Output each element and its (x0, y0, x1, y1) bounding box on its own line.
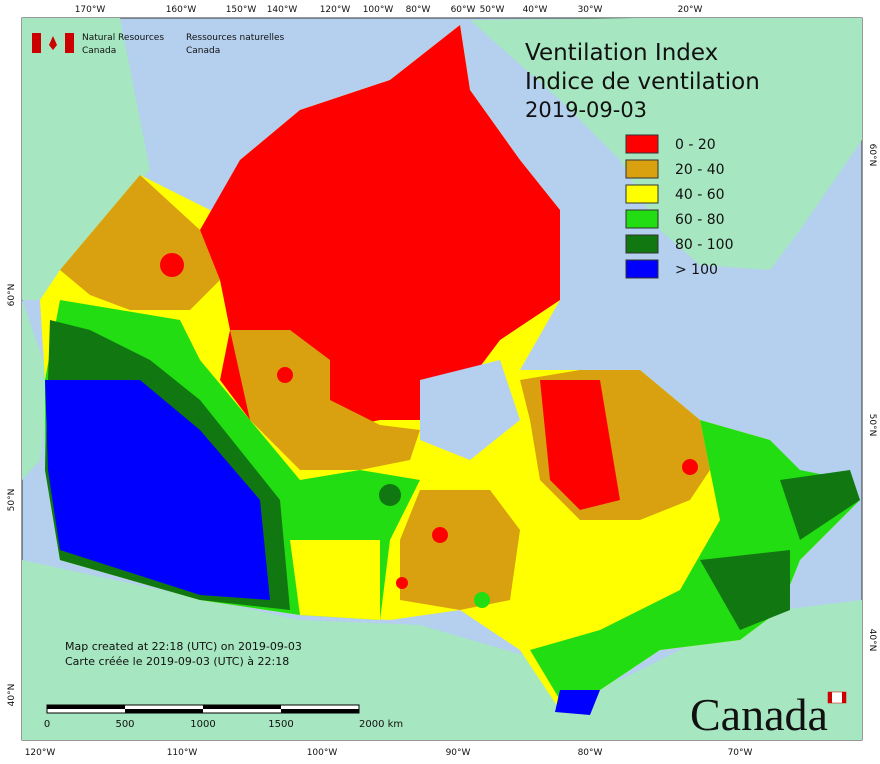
scale-label: 500 (115, 719, 134, 730)
legend-swatch (625, 184, 659, 204)
agency-header: Natural Resources Canada Ressources natu… (32, 33, 285, 56)
title: Ventilation Index (525, 40, 718, 66)
longitude-label: 60°W (451, 5, 476, 15)
latitude-label: 60°N (867, 144, 877, 167)
scale-label: 1500 (268, 719, 293, 730)
department-en: Canada (82, 46, 116, 56)
longitude-label: 80°W (406, 5, 431, 15)
wordmark-flag (827, 691, 847, 704)
longitude-label: 30°W (578, 5, 603, 15)
legend-label: 80 - 100 (675, 237, 734, 253)
created-note: Carte créée le 2019-09-03 (UTC) à 22:18 (65, 655, 289, 668)
scale-bar: 0 500 1000 1500 2000 km (44, 704, 403, 730)
longitude-label: 120°W (25, 748, 56, 758)
longitude-label: 110°W (167, 748, 198, 758)
date: 2019-09-03 (525, 98, 647, 122)
longitude-label: 150°W (226, 5, 257, 15)
latitude-label: 50°N (7, 489, 17, 512)
latitude-label: 50°N (867, 414, 877, 437)
legend-label: > 100 (675, 262, 718, 278)
flag-bar (65, 33, 74, 53)
legend-label: 40 - 60 (675, 187, 725, 203)
legend-label: 20 - 40 (675, 162, 725, 178)
flag-leaf (49, 36, 57, 50)
graticule-labels: 170°W 160°W 150°W 140°W 120°W 100°W 80°W 60°W 50… (7, 5, 877, 758)
longitude-label: 140°W (267, 5, 298, 15)
flag-bar (32, 33, 41, 53)
legend-swatch (625, 259, 659, 279)
created-note: Map created at 22:18 (UTC) on 2019-09-03 (65, 640, 302, 653)
department-en: Natural Resources (82, 33, 164, 43)
basemap (22, 18, 862, 740)
wordmark: Canada (690, 689, 828, 740)
longitude-label: 160°W (166, 5, 197, 15)
longitude-label: 20°W (678, 5, 703, 15)
longitude-label: 40°W (523, 5, 548, 15)
longitude-label: 50°W (480, 5, 505, 15)
longitude-label: 80°W (578, 748, 603, 758)
longitude-label: 100°W (307, 748, 338, 758)
legend-swatch (625, 209, 659, 229)
legend-swatch (625, 234, 659, 254)
longitude-label: 90°W (446, 748, 471, 758)
longitude-label: 100°W (363, 5, 394, 15)
title: Indice de ventilation (525, 69, 760, 95)
latitude-label: 40°N (7, 684, 17, 707)
department-fr: Canada (186, 46, 220, 56)
latitude-label: 60°N (7, 284, 17, 307)
latitude-label: 40°N (867, 629, 877, 652)
scale-label: 0 (44, 719, 50, 730)
legend-label: 0 - 20 (675, 137, 716, 153)
department-fr: Ressources naturelles (186, 33, 285, 43)
legend: 0 - 20 20 - 40 40 - 60 60 - 80 80 - 100 > 100 (625, 134, 734, 279)
scale-label: 1000 (190, 719, 215, 730)
legend-swatch (625, 134, 659, 154)
longitude-label: 120°W (320, 5, 351, 15)
longitude-label: 70°W (728, 748, 753, 758)
longitude-label: 170°W (75, 5, 106, 15)
legend-label: 60 - 80 (675, 212, 725, 228)
scale-label: 2000 km (359, 719, 403, 730)
legend-swatch (625, 159, 659, 179)
